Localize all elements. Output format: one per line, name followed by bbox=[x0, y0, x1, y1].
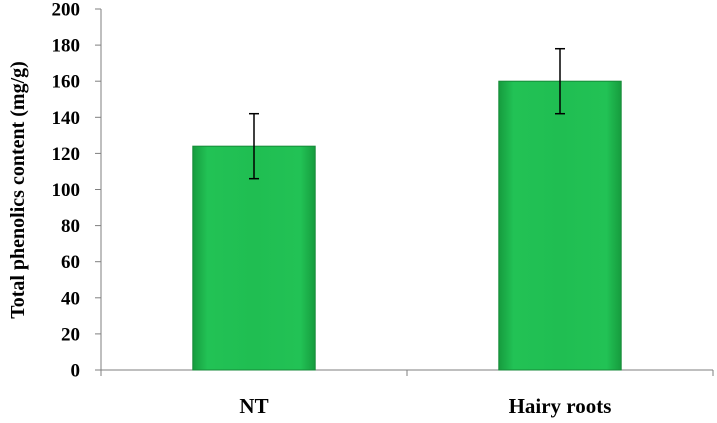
bars bbox=[192, 80, 622, 371]
y-tick-label: 0 bbox=[71, 361, 81, 382]
y-tick-label: 120 bbox=[52, 144, 81, 165]
x-tick-label: Hairy roots bbox=[509, 394, 612, 418]
error-bar bbox=[555, 47, 565, 115]
y-tick-label: 200 bbox=[52, 0, 81, 21]
x-tick-labels: NT Hairy roots bbox=[239, 394, 611, 418]
y-tick-label: 40 bbox=[61, 288, 80, 309]
y-tick-label: 60 bbox=[61, 252, 80, 273]
error-bar bbox=[249, 112, 259, 180]
x-tick-label: NT bbox=[239, 394, 268, 418]
y-tick-label: 180 bbox=[52, 36, 81, 57]
x-axis bbox=[100, 369, 714, 376]
bar-nt bbox=[192, 145, 316, 371]
y-axis: 0 20 40 60 80 100 120 140 160 180 200 bbox=[52, 0, 102, 382]
y-tick-label: 20 bbox=[61, 324, 80, 345]
y-tick-label: 160 bbox=[52, 72, 81, 93]
y-tick-label: 140 bbox=[52, 108, 81, 129]
bar-hairy-roots bbox=[498, 80, 622, 371]
y-tick-label: 80 bbox=[61, 216, 80, 237]
y-axis-label: Total phenolics content (mg/g) bbox=[7, 61, 29, 319]
y-tick-label: 100 bbox=[52, 180, 81, 201]
error-bars bbox=[249, 47, 565, 180]
